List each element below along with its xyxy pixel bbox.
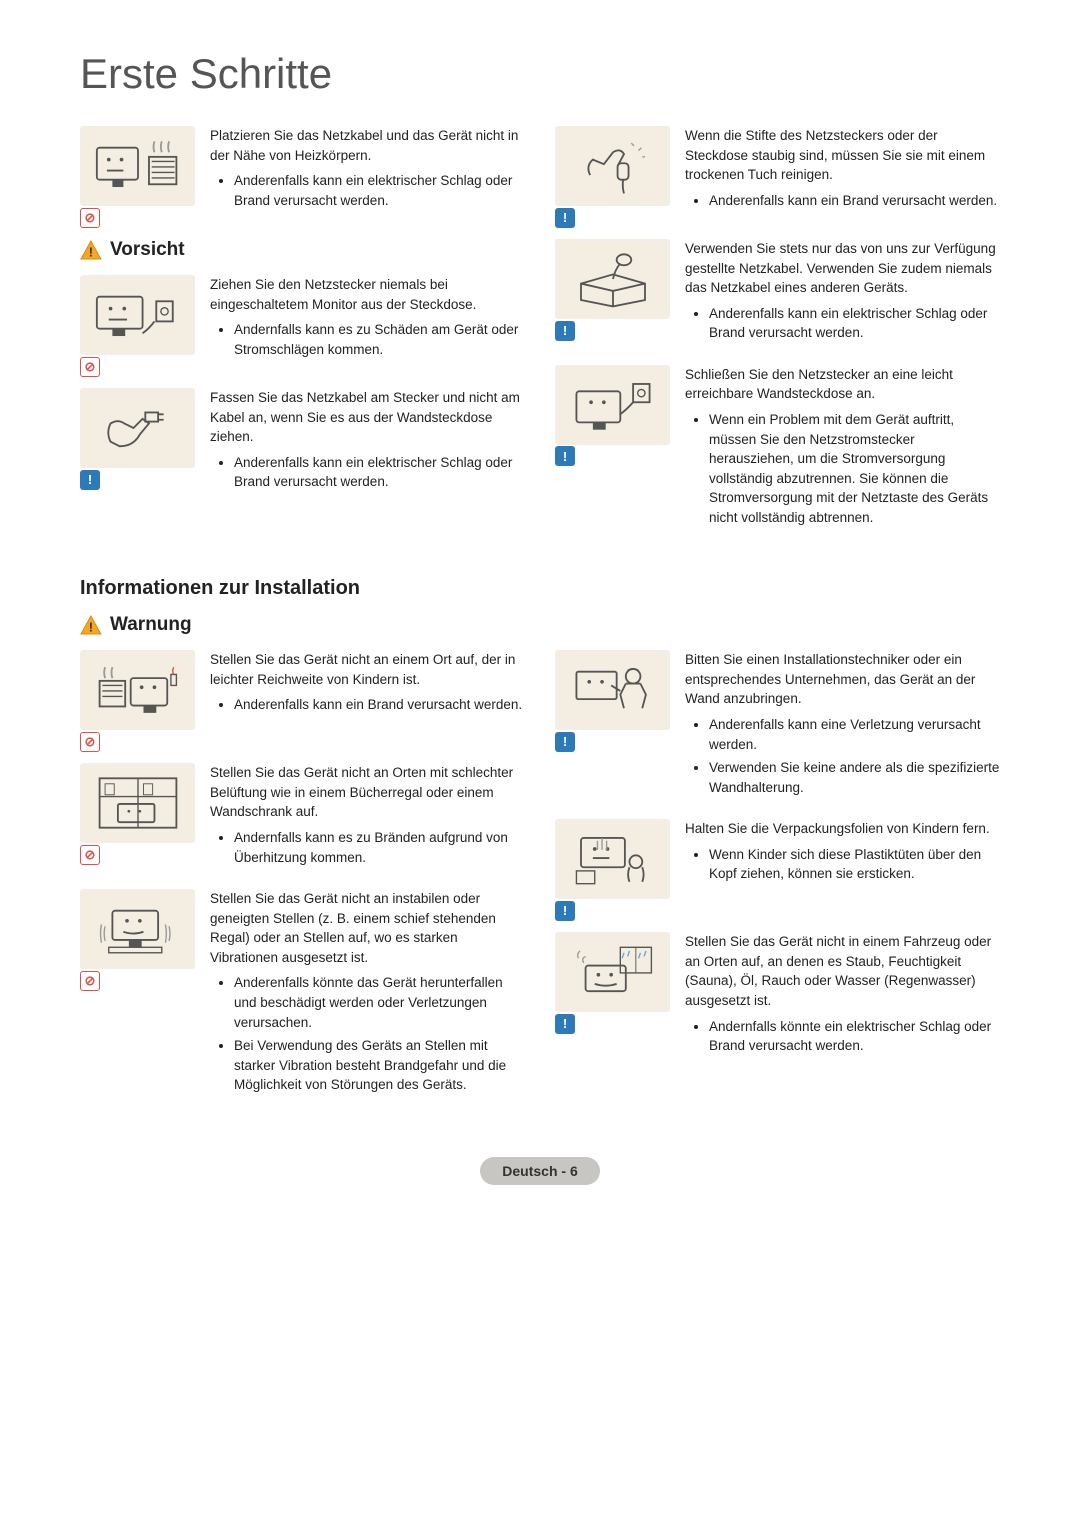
warnung-label: ! Warnung xyxy=(80,614,1000,636)
vorsicht-text: Vorsicht xyxy=(110,239,185,261)
illustration: ! xyxy=(555,365,670,460)
page-number-pill: Deutsch - 6 xyxy=(480,1157,599,1185)
installer-wall-icon xyxy=(567,658,659,722)
notice-icon: ! xyxy=(555,208,575,228)
illustration: ⊘ xyxy=(80,650,195,745)
illustration: ! xyxy=(555,126,670,221)
illustration: ! xyxy=(555,239,670,334)
safety-item: ! Fassen Sie das Netzkabel am Stecker un… xyxy=(80,388,525,496)
item-intro: Fassen Sie das Netzkabel am Stecker und … xyxy=(210,388,525,447)
illustration: ! xyxy=(555,819,670,914)
item-intro: Stellen Sie das Gerät nicht an einem Ort… xyxy=(210,650,525,689)
section-install: ⊘ Stellen Sie das Gerät nicht an einem O… xyxy=(80,650,1000,1116)
prohibit-icon: ⊘ xyxy=(80,971,100,991)
col-right: ! Wenn die Stifte des Netzsteckers oder … xyxy=(555,126,1000,549)
prohibit-icon: ⊘ xyxy=(80,732,100,752)
item-bullet: Wenn ein Problem mit dem Gerät auftritt,… xyxy=(709,410,1000,527)
clean-plug-icon xyxy=(567,134,659,198)
warnung-text: Warnung xyxy=(110,614,192,636)
notice-icon: ! xyxy=(555,732,575,752)
item-intro: Halten Sie die Verpackungsfolien von Kin… xyxy=(685,819,1000,839)
item-bullet: Anderenfalls kann ein Brand verursacht w… xyxy=(234,695,525,715)
notice-icon: ! xyxy=(555,1014,575,1034)
cable-box-icon xyxy=(567,247,659,311)
child-packaging-icon xyxy=(567,827,659,891)
notice-icon: ! xyxy=(555,446,575,466)
monitor-plug-icon xyxy=(92,283,184,347)
monitor-heater-candle-icon xyxy=(92,658,184,722)
item-intro: Schließen Sie den Netzstecker an eine le… xyxy=(685,365,1000,404)
col-left: ⊘ Stellen Sie das Gerät nicht an einem O… xyxy=(80,650,525,1116)
monitor-heater-icon xyxy=(92,134,184,198)
hand-plug-icon xyxy=(92,396,184,460)
item-intro: Wenn die Stifte des Netzsteckers oder de… xyxy=(685,126,1000,185)
illustration: ⊘ xyxy=(80,126,195,221)
safety-item: ! Verwenden Sie stets nur das von uns zu… xyxy=(555,239,1000,347)
illustration: ! xyxy=(555,932,670,1027)
item-bullet: Andernfalls kann es zu Schäden am Gerät … xyxy=(234,320,525,359)
warning-triangle-icon: ! xyxy=(80,615,102,635)
monitor-outlet-icon xyxy=(567,373,659,437)
illustration: ⊘ xyxy=(80,275,195,370)
col-left: ⊘ Platzieren Sie das Netzkabel und das G… xyxy=(80,126,525,549)
safety-item: ⊘ Ziehen Sie den Netzstecker niemals bei… xyxy=(80,275,525,370)
monitor-shelf-icon xyxy=(92,771,184,835)
col-right: ! Bitten Sie einen Installationstechnike… xyxy=(555,650,1000,1116)
item-bullet: Andernfalls könnte ein elektrischer Schl… xyxy=(709,1017,1000,1056)
footer: Deutsch - 6 xyxy=(80,1157,1000,1185)
prohibit-icon: ⊘ xyxy=(80,208,100,228)
item-bullet: Anderenfalls kann ein elektrischer Schla… xyxy=(234,171,525,210)
item-bullet: Anderenfalls kann ein elektrischer Schla… xyxy=(234,453,525,492)
monitor-rain-icon xyxy=(567,940,659,1004)
svg-text:!: ! xyxy=(89,244,93,259)
item-bullet: Wenn Kinder sich diese Plastiktüten über… xyxy=(709,845,1000,884)
section-power: ⊘ Platzieren Sie das Netzkabel und das G… xyxy=(80,126,1000,549)
item-bullet: Anderenfalls kann eine Verletzung verurs… xyxy=(709,715,1000,754)
item-bullet: Anderenfalls kann ein Brand verursacht w… xyxy=(709,191,1000,211)
item-bullet: Bei Verwendung des Geräts an Stellen mit… xyxy=(234,1036,525,1095)
prohibit-icon: ⊘ xyxy=(80,357,100,377)
monitor-unstable-icon xyxy=(92,897,184,961)
illustration: ⊘ xyxy=(80,889,195,984)
safety-item: ! Halten Sie die Verpackungsfolien von K… xyxy=(555,819,1000,914)
vorsicht-label: ! Vorsicht xyxy=(80,239,525,261)
safety-item: ⊘ Stellen Sie das Gerät nicht an Orten m… xyxy=(80,763,525,871)
item-intro: Ziehen Sie den Netzstecker niemals bei e… xyxy=(210,275,525,314)
safety-item: ! Bitten Sie einen Installationstechnike… xyxy=(555,650,1000,801)
svg-text:!: ! xyxy=(89,620,93,635)
safety-item: ! Wenn die Stifte des Netzsteckers oder … xyxy=(555,126,1000,221)
notice-icon: ! xyxy=(555,901,575,921)
section-heading-install: Informationen zur Installation xyxy=(80,577,1000,600)
item-bullet: Anderenfalls kann ein elektrischer Schla… xyxy=(709,304,1000,343)
safety-item: ! Schließen Sie den Netzstecker an eine … xyxy=(555,365,1000,532)
page-title: Erste Schritte xyxy=(80,50,1000,98)
item-intro: Stellen Sie das Gerät nicht an instabile… xyxy=(210,889,525,967)
illustration: ! xyxy=(555,650,670,745)
safety-item: ⊘ Platzieren Sie das Netzkabel und das G… xyxy=(80,126,525,221)
warning-triangle-icon: ! xyxy=(80,240,102,260)
notice-icon: ! xyxy=(80,470,100,490)
item-bullet: Andernfalls kann es zu Bränden aufgrund … xyxy=(234,828,525,867)
item-bullet: Anderenfalls könnte das Gerät herunterfa… xyxy=(234,973,525,1032)
safety-item: ! Stellen Sie das Gerät nicht in einem F… xyxy=(555,932,1000,1059)
item-intro: Stellen Sie das Gerät nicht an Orten mit… xyxy=(210,763,525,822)
item-intro: Bitten Sie einen Installationstechniker … xyxy=(685,650,1000,709)
illustration: ⊘ xyxy=(80,763,195,858)
item-intro: Verwenden Sie stets nur das von uns zur … xyxy=(685,239,1000,298)
illustration: ! xyxy=(80,388,195,483)
item-bullet: Verwenden Sie keine andere als die spezi… xyxy=(709,758,1000,797)
item-intro: Stellen Sie das Gerät nicht in einem Fah… xyxy=(685,932,1000,1010)
safety-item: ⊘ Stellen Sie das Gerät nicht an instabi… xyxy=(80,889,525,1099)
item-intro: Platzieren Sie das Netzkabel und das Ger… xyxy=(210,126,525,165)
prohibit-icon: ⊘ xyxy=(80,845,100,865)
notice-icon: ! xyxy=(555,321,575,341)
safety-item: ⊘ Stellen Sie das Gerät nicht an einem O… xyxy=(80,650,525,745)
